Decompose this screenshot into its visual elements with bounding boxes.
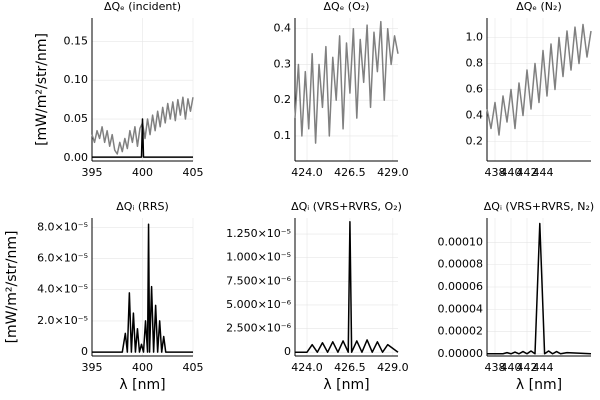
y-tick-label: 0.00006 bbox=[438, 280, 484, 293]
x-tick-label: 442 bbox=[517, 166, 538, 179]
y-tick-label: 1.250×10⁻⁵ bbox=[226, 227, 291, 240]
y-tick-label: 8.0×10⁻⁵ bbox=[37, 220, 88, 233]
y-tick-label: 0.8 bbox=[466, 57, 484, 70]
y-tick-label: 6.0×10⁻⁵ bbox=[37, 252, 88, 265]
x-tick-label: 440 bbox=[501, 166, 522, 179]
y-tick-label: 0.4 bbox=[466, 109, 484, 122]
y-tick-label: 4.0×10⁻⁵ bbox=[37, 283, 88, 296]
panel-title: ΔQₑ (incident) bbox=[104, 0, 181, 13]
x-tick-label: 442 bbox=[517, 361, 538, 374]
x-axis-label: λ [nm] bbox=[323, 377, 369, 393]
series-line bbox=[295, 221, 399, 353]
x-tick-label: 429.0 bbox=[377, 361, 409, 374]
y-tick-label: 0.10 bbox=[64, 73, 89, 86]
x-tick-label: 426.5 bbox=[334, 166, 366, 179]
series-line bbox=[92, 223, 193, 353]
y-tick-label: 2.0×10⁻⁵ bbox=[37, 314, 88, 327]
y-tick-label: 2.500×10⁻⁶ bbox=[226, 322, 292, 335]
y-tick-label: 0.4 bbox=[274, 22, 292, 35]
x-tick-label: 395 bbox=[82, 361, 103, 374]
x-tick-label: 424.0 bbox=[291, 361, 323, 374]
y-tick-label: 0.00 bbox=[64, 151, 89, 164]
panel-title: ΔQₑ (N₂) bbox=[516, 0, 562, 13]
x-tick-label: 438 bbox=[485, 361, 506, 374]
x-axis-label: λ [nm] bbox=[516, 377, 562, 393]
x-tick-label: 429.0 bbox=[377, 166, 409, 179]
y-tick-label: 0.00002 bbox=[438, 325, 484, 338]
y-tick-label: 0.2 bbox=[274, 93, 292, 106]
y-axis-label: [mW/m²/str/nm] bbox=[34, 33, 50, 146]
x-tick-label: 438 bbox=[485, 166, 506, 179]
x-axis-label: λ [nm] bbox=[119, 377, 165, 393]
x-tick-label: 400 bbox=[132, 361, 153, 374]
x-tick-label: 424.0 bbox=[291, 166, 323, 179]
panel-title: ΔQᵢ (VRS+RVRS, O₂) bbox=[291, 200, 402, 213]
y-tick-label: 0.15 bbox=[64, 34, 89, 47]
x-tick-label: 400 bbox=[132, 166, 153, 179]
y-tick-label: 5.000×10⁻⁶ bbox=[226, 298, 292, 311]
y-tick-label: 0.3 bbox=[274, 57, 292, 70]
x-tick-label: 440 bbox=[501, 361, 522, 374]
y-tick-label: 0.00004 bbox=[438, 302, 484, 315]
series-line bbox=[294, 20, 399, 144]
x-tick-label: 426.5 bbox=[334, 361, 366, 374]
y-tick-label: 1.0 bbox=[466, 31, 484, 44]
y-axis-label: [mW/m²/str/nm] bbox=[4, 231, 20, 344]
y-tick-label: 0.2 bbox=[466, 135, 484, 148]
y-tick-label: 0 bbox=[81, 345, 88, 358]
y-tick-label: 0.00010 bbox=[438, 235, 484, 248]
x-tick-label: 405 bbox=[183, 361, 204, 374]
y-tick-label: 1.000×10⁻⁵ bbox=[226, 251, 291, 264]
series-line bbox=[486, 23, 592, 136]
y-tick-label: 0 bbox=[284, 345, 291, 358]
panel-title: ΔQᵢ (VRS+RVRS, N₂) bbox=[484, 200, 594, 213]
y-tick-label: 0.1 bbox=[274, 129, 292, 142]
x-tick-label: 444 bbox=[533, 361, 554, 374]
y-tick-label: 0.00008 bbox=[438, 258, 484, 271]
x-tick-label: 395 bbox=[82, 166, 103, 179]
series-line bbox=[487, 222, 592, 355]
y-tick-label: 0.00000 bbox=[438, 347, 484, 360]
y-tick-label: 7.500×10⁻⁶ bbox=[226, 274, 292, 287]
y-tick-label: 0.05 bbox=[64, 112, 89, 125]
panel-title: ΔQᵢ (RRS) bbox=[116, 200, 169, 213]
x-tick-label: 405 bbox=[183, 166, 204, 179]
x-tick-label: 444 bbox=[533, 166, 554, 179]
series-line bbox=[92, 118, 193, 158]
panel-title: ΔQₑ (O₂) bbox=[324, 0, 370, 13]
y-tick-label: 0.6 bbox=[466, 83, 484, 96]
